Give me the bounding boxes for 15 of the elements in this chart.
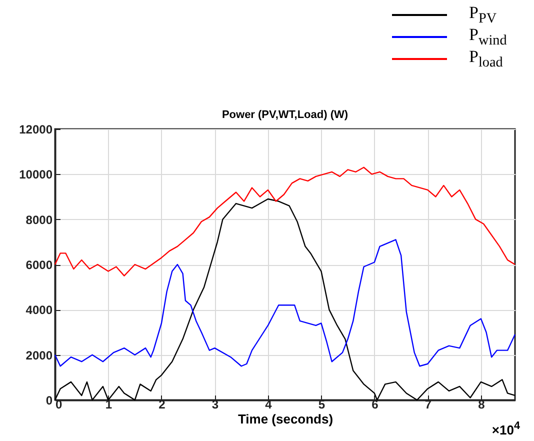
legend-label: P$_{PV}$ [469, 2, 497, 26]
text: ×10$^{4}$ [492, 420, 520, 438]
x-tick-label: 4 [265, 398, 272, 412]
y-tick-label: 2000 [26, 348, 53, 362]
x-axis-title: Time (seconds) [238, 412, 334, 426]
line-series [54, 239, 516, 367]
y-tick-label: 12000 [19, 122, 53, 136]
y-tick-label: 4000 [26, 303, 53, 318]
y-tick-label: 10000 [19, 168, 53, 182]
line-series [54, 166, 516, 276]
y-tick-label: 8000 [26, 212, 53, 227]
y-tick-label: 6000 [26, 258, 53, 272]
chart-title: Power (PV,WT,Load) (W) [222, 109, 348, 121]
legend-label: P$_{load}$ [469, 46, 504, 72]
legend-label: P$_{wind}$ [469, 24, 507, 48]
